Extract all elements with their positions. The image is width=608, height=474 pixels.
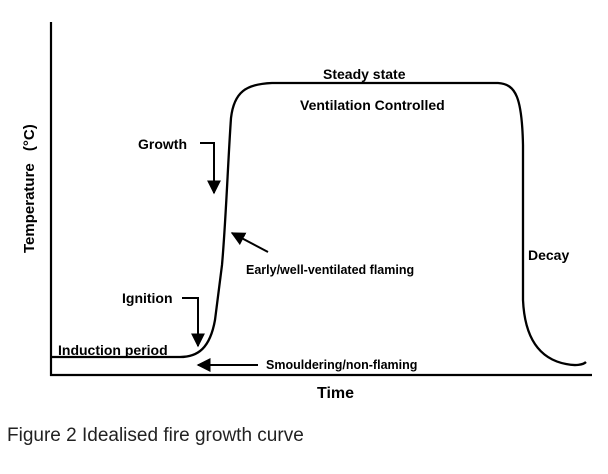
ignition-arrow <box>182 297 205 348</box>
early-flaming-arrow <box>230 232 269 253</box>
fire-growth-diagram: Temperature (°C) Time Steady state Venti… <box>21 22 592 400</box>
early-flaming-label: Early/well-ventilated flaming <box>246 263 414 277</box>
ignition-label: Ignition <box>122 290 173 306</box>
ventilation-controlled-label: Ventilation Controlled <box>300 97 445 113</box>
x-axis-label: Time <box>317 385 354 400</box>
figure-caption: Figure 2 Idealised fire growth curve <box>7 425 304 446</box>
growth-label: Growth <box>138 136 187 152</box>
growth-arrow <box>200 142 221 195</box>
induction-period-label: Induction period <box>58 342 168 358</box>
decay-label: Decay <box>528 247 569 263</box>
smouldering-label: Smouldering/non-flaming <box>266 358 417 372</box>
y-axis-label: Temperature (°C) <box>21 124 38 253</box>
steady-state-label: Steady state <box>323 66 406 82</box>
fire-growth-curve <box>51 81 587 367</box>
